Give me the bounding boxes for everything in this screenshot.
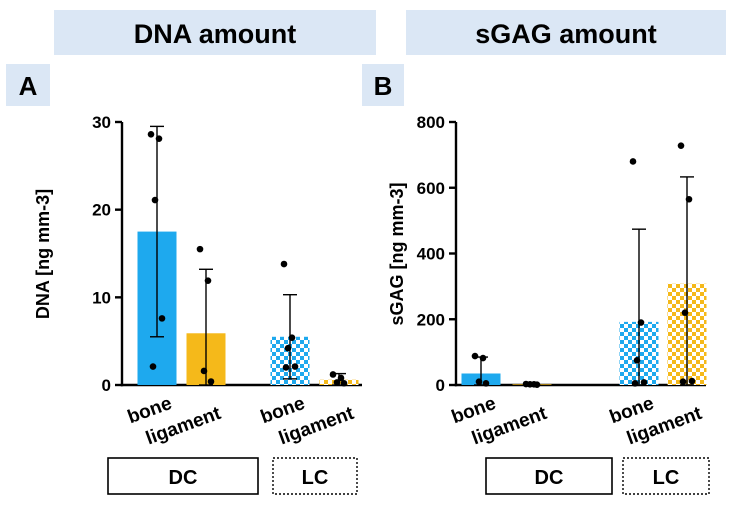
panel-a-point-2-0 [280, 260, 288, 268]
panel-b-point-2-4 [631, 380, 639, 387]
panel-b-point-3-4 [679, 378, 687, 386]
panel-b-point-0-2 [475, 378, 483, 386]
panel-a-point-1-2 [200, 367, 208, 375]
panel-b-group-box-dc [485, 457, 613, 495]
panel-a-title: DNA amount [134, 19, 297, 49]
panel-b-point-3-0 [677, 142, 685, 149]
panel-b-group-label-lc: LC [653, 467, 680, 489]
panel-a-point-2-4 [282, 364, 290, 371]
panel-b-ytick-label: 400 [417, 245, 445, 264]
panel-b-point-3-2 [681, 309, 689, 316]
panel-b-letter: B [374, 71, 393, 101]
panel-b-point-0-1 [479, 354, 487, 362]
panel-a-letter: A [19, 71, 38, 101]
panel-b: sGAG amount B sGAG [ng mm-3] 0 200 400 600 8… [362, 10, 726, 495]
panel-b-point-3-3 [688, 377, 696, 385]
panel-a-point-2-3 [291, 363, 299, 370]
panel-b-ytick-label: 200 [417, 310, 445, 329]
panel-a-point-1-1 [204, 277, 212, 284]
panel-b-point-1-3 [533, 381, 541, 388]
panel-a-group-label-dc: DC [169, 467, 198, 489]
panel-a-ytick-label: 10 [92, 288, 111, 307]
panel-a-point-0-4 [149, 363, 157, 370]
panel-a-ylabel: DNA [ng mm-3] [33, 189, 53, 319]
panel-a-point-3-2 [333, 379, 341, 386]
panel-b-letter-box [362, 64, 404, 106]
panel-a-point-2-1 [288, 334, 296, 341]
panel-b-point-1-2 [526, 381, 534, 388]
panel-b-group-label-dc: DC [535, 467, 564, 489]
panel-a-ytick-label: 0 [102, 376, 111, 395]
panel-a-ytick-label: 20 [92, 201, 111, 220]
panel-b-title: sGAG amount [475, 19, 657, 49]
panel-b-point-2-0 [629, 158, 637, 165]
panel-b-ytick-label: 0 [436, 376, 445, 395]
panel-b-ytick-label: 800 [417, 113, 445, 132]
panel-a-group-box-lc [272, 457, 358, 495]
panel-b-point-3-1 [685, 195, 693, 203]
panel-b-point-2-3 [640, 379, 648, 386]
panel-a: DNA amount A DNA [ng mm-3] 0102030boneli… [6, 10, 376, 495]
panel-a-ytick-label: 30 [92, 113, 111, 132]
panel-a-point-0-0 [147, 130, 155, 138]
panel-b-point-0-0 [471, 352, 479, 360]
panel-b-point-2-2 [633, 357, 641, 364]
panel-a-point-2-2 [284, 344, 292, 352]
panel-a-point-0-1 [155, 135, 163, 142]
panel-b-title-box [406, 10, 726, 55]
panel-b-ylabel: sGAG [ng mm-3] [387, 182, 407, 325]
panel-a-group-box-dc [107, 457, 259, 495]
panel-a-point-0-3 [158, 315, 166, 322]
panel-a-point-1-0 [196, 245, 204, 253]
panel-a-group-label-lc: LC [302, 467, 329, 489]
panel-b-group-box-lc [622, 457, 710, 495]
panel-a-point-1-3 [207, 378, 215, 385]
panel-a-title-box [54, 10, 376, 55]
panel-a-point-3-0 [329, 371, 337, 378]
panel-a-point-3-3 [340, 379, 348, 387]
panel-a-point-0-2 [151, 196, 159, 204]
panel-b-point-0-3 [482, 380, 490, 387]
panel-b-ytick-label: 600 [417, 179, 445, 198]
panel-a-point-3-1 [337, 374, 345, 382]
panel-a-letter-box [6, 64, 50, 106]
panel-b-point-2-1 [637, 319, 645, 326]
